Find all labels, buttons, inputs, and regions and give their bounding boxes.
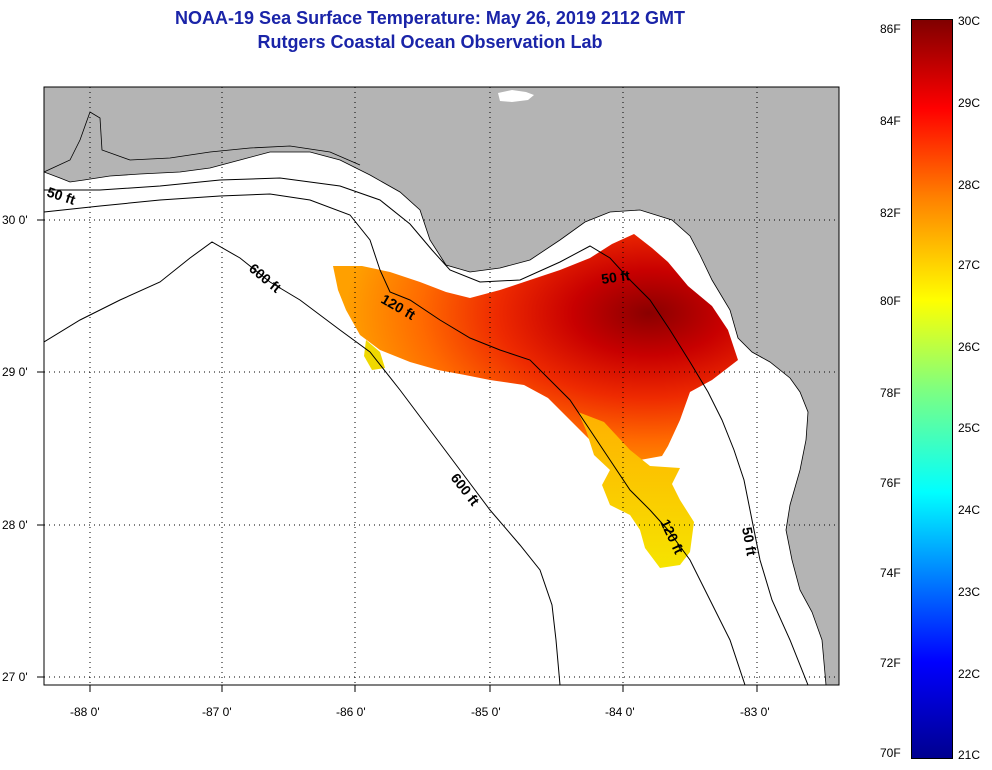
colorbar-f-label: 80F (880, 294, 901, 308)
colorbar-f-label: 82F (880, 206, 901, 220)
colorbar-c-label: 24C (958, 503, 981, 517)
colorbar-c-label: 22C (958, 667, 981, 681)
sst-swath-south (578, 412, 694, 568)
colorbar-c-label: 25C (958, 421, 981, 435)
lat-label: 28 0' (2, 518, 28, 532)
lon-label: -88 0' (70, 705, 100, 719)
lat-label: 30 0' (2, 213, 28, 227)
depth-label: 50 ft (600, 267, 631, 287)
colorbar-c-label: 26C (958, 340, 981, 354)
contour-600ft (44, 241, 561, 685)
map-frame (43, 86, 840, 686)
colorbar-f-label: 76F (880, 476, 901, 490)
colorbar-c-label: 29C (958, 96, 981, 110)
colorbar-c-label: 21C (958, 748, 981, 762)
colorbar-c-label: 23C (958, 585, 981, 599)
lat-label: 27 0' (2, 670, 28, 684)
lon-label: -87 0' (202, 705, 232, 719)
lon-label: -86 0' (336, 705, 366, 719)
sst-swath (333, 234, 738, 460)
contour-120ft (44, 193, 746, 685)
temperature-colorbar (911, 19, 953, 759)
lon-label: -83 0' (740, 705, 770, 719)
map-subtitle: Rutgers Coastal Ocean Observation Lab (257, 32, 603, 52)
contour-50ft (44, 177, 809, 685)
colorbar-c-label: 30C (958, 14, 981, 28)
colorbar-f-label: 70F (880, 746, 901, 760)
lon-label: -85 0' (471, 705, 501, 719)
lake (498, 90, 534, 102)
colorbar-f-label: 74F (880, 566, 901, 580)
colorbar-f-label: 78F (880, 386, 901, 400)
map-title: NOAA-19 Sea Surface Temperature: May 26,… (175, 8, 685, 28)
colorbar-c-label: 27C (958, 258, 981, 272)
colorbar-f-label: 86F (880, 22, 901, 36)
land-mass (44, 87, 839, 685)
depth-label: 50 ft (739, 526, 760, 557)
lon-label: -84 0' (605, 705, 635, 719)
sst-patch (364, 340, 385, 370)
lat-label: 29 0' (2, 365, 28, 379)
colorbar-f-label: 72F (880, 656, 901, 670)
colorbar-c-label: 28C (958, 178, 981, 192)
colorbar-f-label: 84F (880, 114, 901, 128)
